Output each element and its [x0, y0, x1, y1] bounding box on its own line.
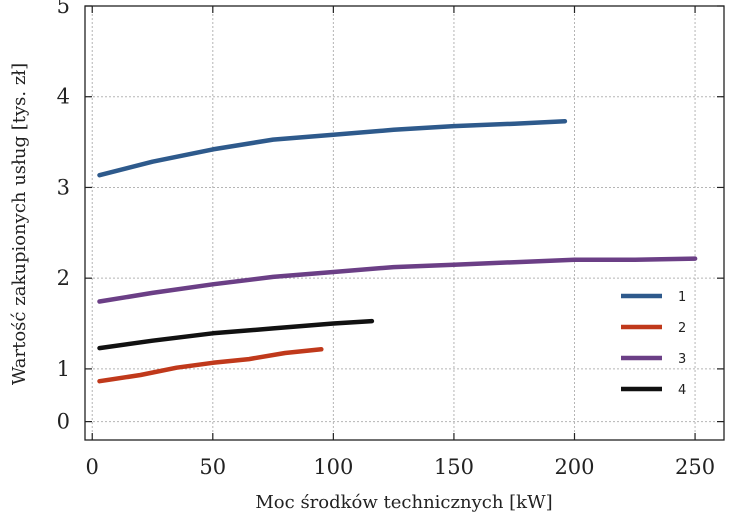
plot-frame — [84, 5, 725, 441]
legend-label-3: 3 — [678, 352, 686, 367]
x-axis-label: Moc środków technicznych [kW] — [255, 492, 552, 513]
series-2-line — [97, 347, 324, 384]
x-tick-label: 100 — [313, 455, 353, 479]
tick-labels: 0 50 100 150 200 250 0 1 2 3 4 5 — [57, 0, 715, 479]
y-tick-label: 3 — [57, 175, 70, 199]
tick-marks — [85, 5, 724, 440]
x-tick-label: 50 — [199, 455, 226, 479]
y-tick-label: 4 — [57, 85, 70, 109]
x-tick-label: 200 — [554, 455, 594, 479]
legend-label-4: 4 — [678, 383, 686, 398]
y-tick-label: 0 — [57, 410, 70, 434]
series-3-line — [97, 256, 698, 304]
legend: 1 2 3 4 — [621, 290, 686, 398]
x-tick-label: 0 — [86, 455, 99, 479]
series-4-line — [97, 318, 375, 351]
y-axis-label: Wartość zakupionych usług [tys. zł] — [9, 63, 30, 385]
y-tick-label: 5 — [57, 0, 70, 18]
series-lines — [97, 118, 698, 384]
legend-label-2: 2 — [678, 321, 686, 336]
legend-label-1: 1 — [678, 290, 686, 305]
y-tick-label: 1 — [57, 357, 70, 381]
series-1-line — [97, 118, 568, 178]
x-tick-label: 150 — [434, 455, 474, 479]
grid — [85, 5, 724, 440]
x-tick-label: 250 — [675, 455, 715, 479]
y-tick-label: 2 — [57, 266, 70, 290]
